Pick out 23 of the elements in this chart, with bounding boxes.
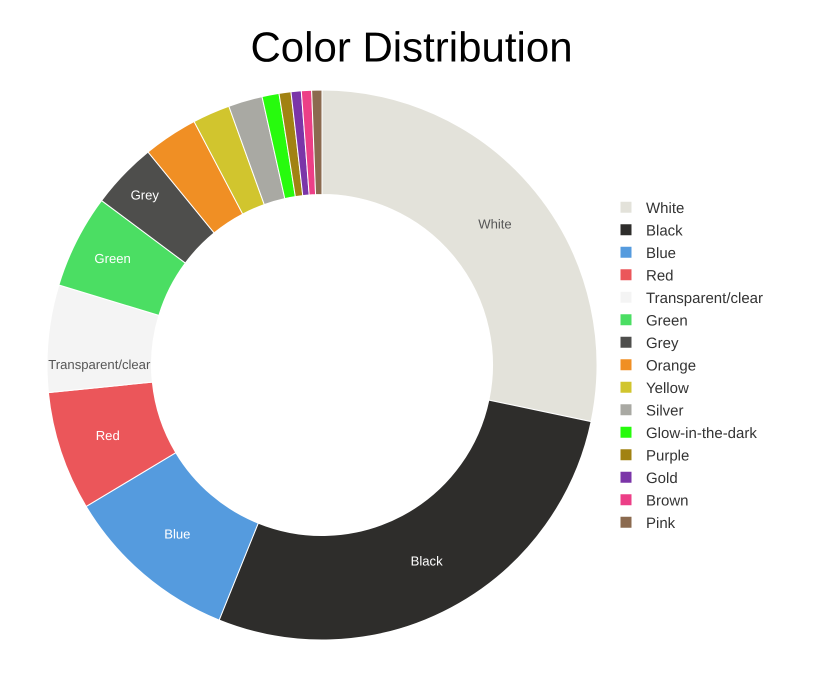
legend-label: Yellow — [646, 380, 689, 398]
slice-label: Transparent/clear — [48, 356, 151, 372]
legend-label: Red — [646, 268, 674, 285]
legend-label: Green — [646, 312, 688, 330]
legend-label: Gold — [646, 470, 678, 488]
legend-label: Glow-in-the-dark — [646, 425, 758, 442]
legend-label: Orange — [646, 358, 696, 375]
legend-label: Purple — [646, 448, 690, 465]
legend-label: White — [646, 200, 684, 218]
legend-label: Pink — [646, 515, 676, 532]
slice-label: White — [478, 216, 512, 232]
slice-label: Blue — [164, 526, 190, 542]
legend-label: Silver — [646, 402, 684, 420]
legend-label: Grey — [646, 335, 680, 352]
slice-label: Grey — [130, 188, 160, 203]
legend-label: Transparent/clear — [646, 290, 763, 308]
legend-label: Black — [646, 222, 684, 240]
legend-label: Brown — [646, 492, 689, 510]
slice-label: Green — [94, 251, 131, 266]
slice-label: Black — [410, 553, 444, 568]
legend-label: Blue — [646, 245, 676, 262]
chart-title: Color Distribution — [250, 24, 573, 71]
slice-label: Red — [96, 428, 120, 444]
